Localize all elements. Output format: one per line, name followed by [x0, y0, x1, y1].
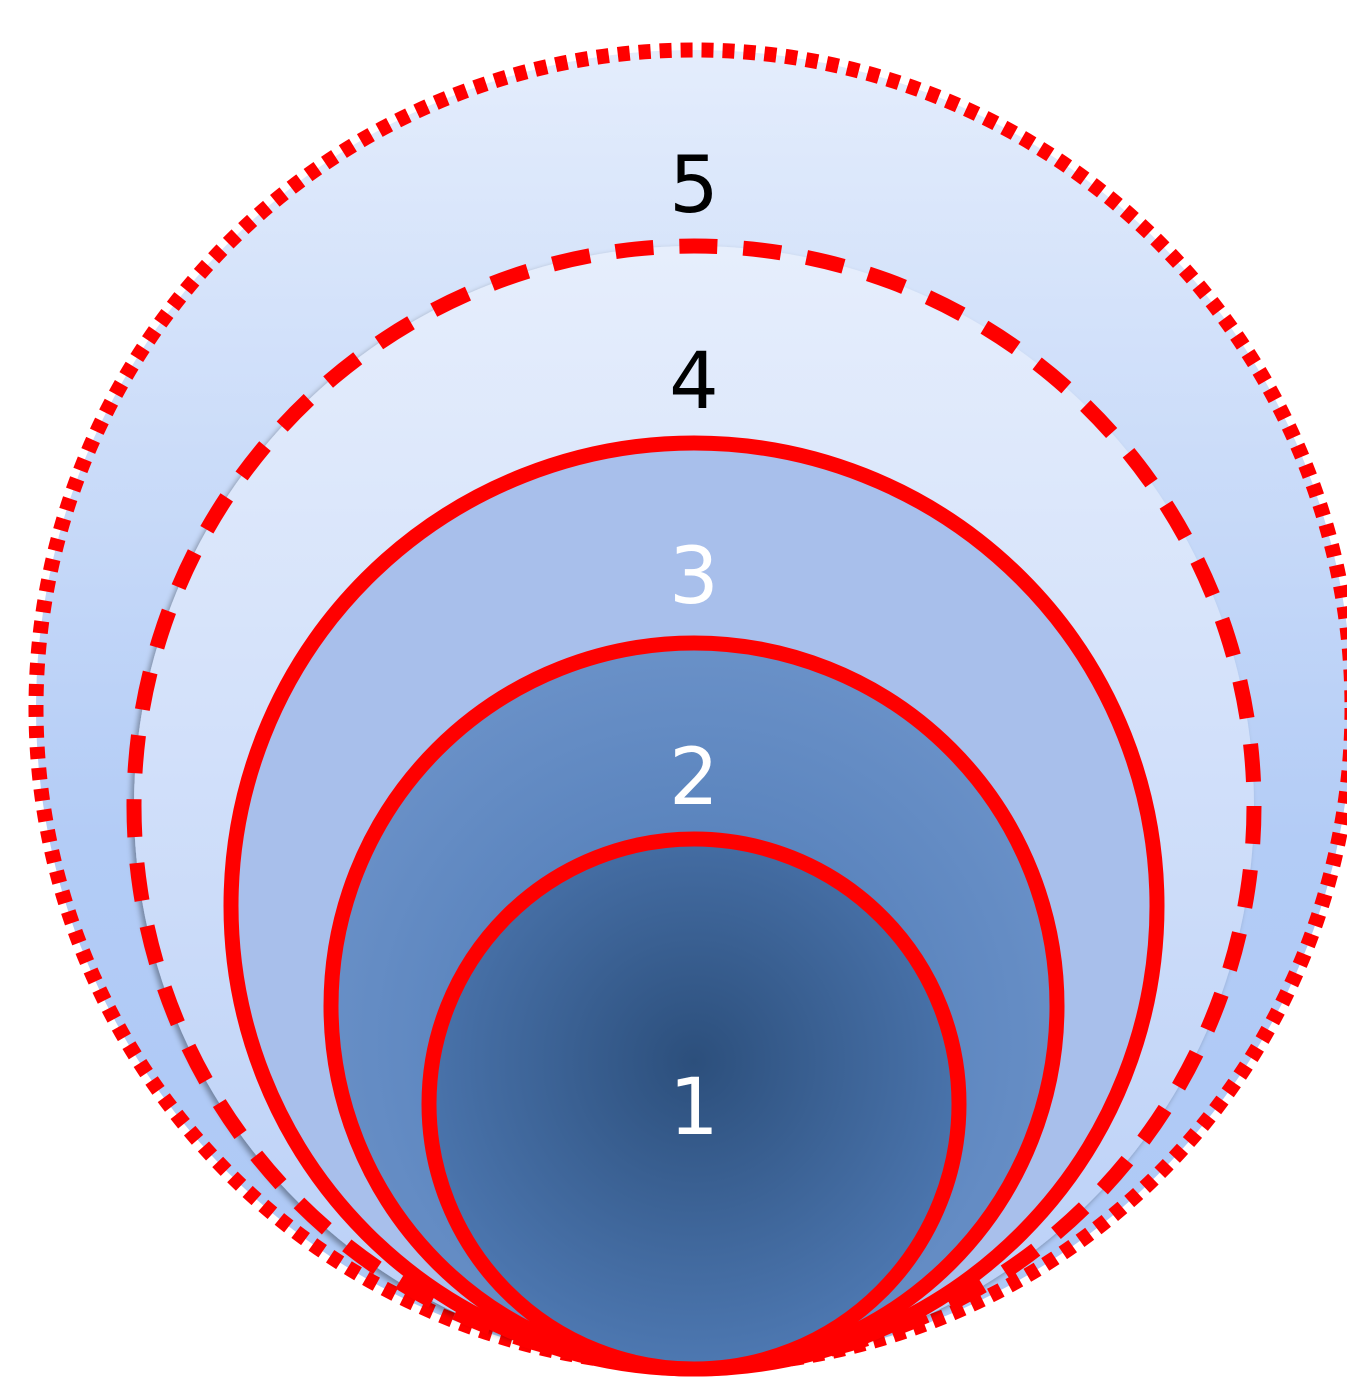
level-3-label: 3 — [669, 532, 719, 622]
level-2-label: 2 — [669, 733, 719, 823]
level-5-label: 5 — [669, 141, 719, 231]
level-1-circle — [421, 831, 967, 1377]
level-4-label: 4 — [669, 337, 719, 427]
level-1-label: 1 — [669, 1063, 719, 1153]
